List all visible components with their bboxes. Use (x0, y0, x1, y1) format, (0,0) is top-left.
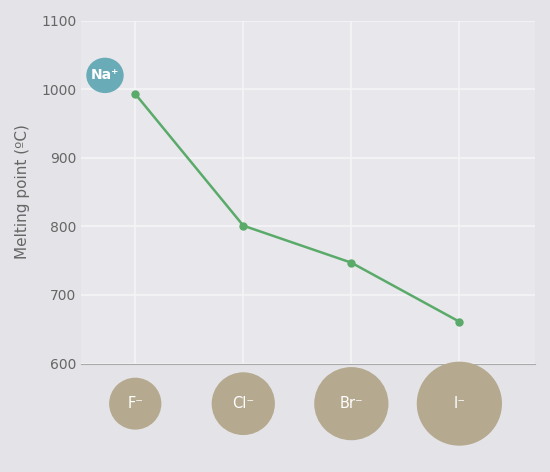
Text: I⁻: I⁻ (453, 396, 465, 411)
Y-axis label: Melting point (ºC): Melting point (ºC) (15, 125, 30, 260)
Text: Br⁻: Br⁻ (339, 396, 363, 411)
Text: Cl⁻: Cl⁻ (232, 396, 254, 411)
Text: F⁻: F⁻ (127, 396, 143, 411)
Text: Na⁺: Na⁺ (91, 68, 119, 83)
